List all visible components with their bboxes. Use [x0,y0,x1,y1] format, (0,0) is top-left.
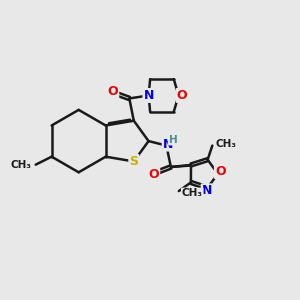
Text: H: H [169,135,177,145]
Text: N: N [163,138,173,151]
Text: O: O [148,168,159,181]
Text: O: O [108,85,118,98]
Text: CH₃: CH₃ [216,140,237,149]
Text: O: O [215,165,226,178]
Text: S: S [129,155,138,168]
Text: CH₃: CH₃ [10,160,31,170]
Text: N: N [202,184,212,197]
Text: O: O [177,89,188,102]
Text: N: N [143,89,154,102]
Text: CH₃: CH₃ [182,188,203,199]
